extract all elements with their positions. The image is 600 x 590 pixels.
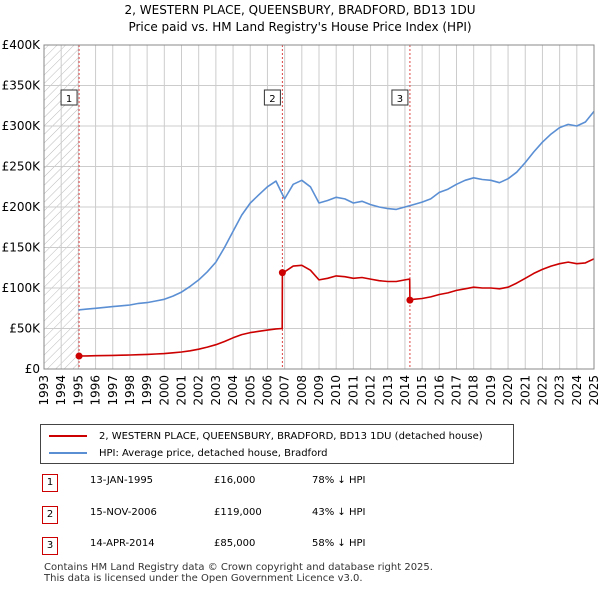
y-tick-label: £300K [2, 119, 42, 133]
x-tick-label: 2006 [260, 375, 274, 406]
x-tick-label: 2000 [157, 375, 171, 406]
x-tick-label: 1999 [140, 375, 154, 406]
x-tick-label: 2013 [381, 375, 395, 406]
x-tick-label: 1998 [123, 375, 137, 406]
x-tick-label: 2005 [243, 375, 257, 406]
legend: 2, WESTERN PLACE, QUEENSBURY, BRADFORD, … [40, 424, 514, 464]
sale-date: 14-APR-2014 [90, 538, 155, 549]
sale-price: £16,000 [214, 475, 256, 486]
sale-price: £119,000 [214, 507, 262, 518]
sale-hpi-diff: 43% ↓ HPI [312, 507, 366, 518]
sale-marker-label: 2 [269, 94, 275, 105]
y-tick-label: £0 [25, 362, 40, 376]
sale-marker-box [263, 89, 281, 106]
price-chart: 1 2 3 £0 £50K £100K £150K £200K £250K £300K £350K… [2, 38, 600, 406]
sale-hpi-diff: 58% ↓ HPI [312, 538, 366, 549]
x-tick-label: 2009 [312, 375, 326, 406]
sale-row: 2 15-NOV-2006 £119,000 43% ↓ HPI [42, 503, 442, 527]
sale-point [75, 352, 83, 360]
x-tick-label: 2024 [570, 375, 584, 406]
sale-point [278, 269, 286, 277]
sale-point [406, 296, 414, 304]
footer-copyright: Contains HM Land Registry data © Crown c… [44, 562, 433, 573]
hpi-line [78, 110, 595, 311]
series-lines [78, 110, 595, 357]
sale-marker-label: 3 [397, 94, 403, 105]
x-tick-label: 1997 [106, 375, 120, 406]
x-tick-label: 2023 [553, 375, 567, 406]
x-tick-label: 2004 [226, 375, 240, 406]
y-tick-label: £150K [2, 241, 42, 255]
x-tick-label: 2019 [484, 375, 498, 406]
x-tick-label: 1995 [71, 375, 85, 406]
x-tick-label: 2008 [295, 375, 309, 406]
x-tick-label: 2001 [175, 375, 189, 406]
x-tick-label: 2022 [535, 375, 549, 406]
x-tick-label: 2017 [450, 375, 464, 406]
sale-date: 15-NOV-2006 [90, 507, 157, 518]
x-tick-label: 1993 [37, 375, 51, 406]
x-tick-label: 1994 [54, 375, 68, 406]
x-tick-label: 2021 [518, 375, 532, 406]
x-tick-label: 2002 [192, 375, 206, 406]
x-tick-label: 2003 [209, 375, 223, 406]
legend-item-hpi: HPI: Average price, detached house, Brad… [49, 445, 327, 461]
sale-number-badge: 3 [42, 537, 58, 555]
sale-number-markers: 1 2 3 [60, 89, 409, 106]
x-tick-label: 2020 [501, 375, 515, 406]
x-tick-label: 2015 [415, 375, 429, 406]
sale-number-badge: 1 [42, 474, 58, 492]
footer: Contains HM Land Registry data © Crown c… [44, 562, 433, 584]
x-tick-label: 2011 [346, 375, 360, 406]
chart-title-line1: 2, WESTERN PLACE, QUEENSBURY, BRADFORD, … [124, 3, 476, 17]
footer-licence: This data is licensed under the Open Gov… [44, 573, 363, 584]
sale-row: 1 13-JAN-1995 £16,000 78% ↓ HPI [42, 471, 442, 495]
sale-marker-label: 1 [66, 94, 72, 105]
property-price-line [79, 258, 595, 357]
sale-date: 13-JAN-1995 [90, 475, 154, 486]
sale-marker-box [60, 89, 78, 106]
x-tick-label: 2016 [432, 375, 446, 406]
sale-hpi-diff: 78% ↓ HPI [312, 475, 366, 486]
y-tick-label: £400K [2, 38, 42, 52]
y-tick-label: £50K [9, 322, 41, 336]
x-tick-label: 2025 [587, 375, 600, 406]
y-axis-tick-labels: £0 £50K £100K £150K £200K £250K £300K £350K £400… [2, 38, 42, 376]
y-tick-label: £100K [2, 281, 42, 295]
legend-item-property: 2, WESTERN PLACE, QUEENSBURY, BRADFORD, … [49, 428, 483, 444]
x-axis-tick-labels: 1993 1994 1995 1996 1997 1998 1999 2000 2001 2002… [37, 375, 600, 406]
y-tick-label: £350K [2, 79, 42, 93]
chart-title-line2: Price paid vs. HM Land Registry's House … [128, 20, 472, 34]
x-tick-label: 2012 [364, 375, 378, 406]
sale-row: 3 14-APR-2014 £85,000 58% ↓ HPI [42, 534, 442, 558]
y-tick-label: £200K [2, 200, 42, 214]
sale-number-badge: 2 [42, 506, 58, 524]
x-tick-label: 2010 [329, 375, 343, 406]
x-tick-label: 1996 [89, 375, 103, 406]
sale-points [75, 269, 414, 360]
plot-border [43, 44, 595, 370]
legend-label-hpi: HPI: Average price, detached house, Brad… [99, 447, 328, 459]
x-tick-label: 2018 [467, 375, 481, 406]
legend-swatch-property [49, 435, 87, 437]
legend-swatch-hpi [49, 452, 87, 454]
sale-marker-box [391, 89, 409, 106]
x-tick-label: 2007 [278, 375, 292, 406]
y-tick-label: £250K [2, 160, 42, 174]
legend-label-property: 2, WESTERN PLACE, QUEENSBURY, BRADFORD, … [99, 430, 483, 442]
sale-price: £85,000 [214, 538, 256, 549]
x-tick-label: 2014 [398, 375, 412, 406]
